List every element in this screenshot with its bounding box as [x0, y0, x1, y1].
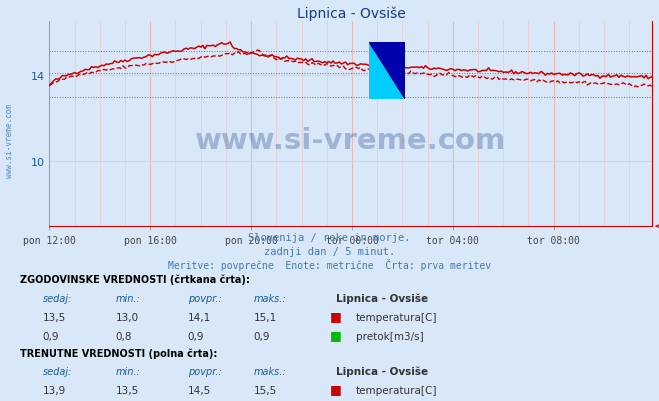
- Text: 0,9: 0,9: [254, 331, 270, 341]
- Text: zadnji dan / 5 minut.: zadnji dan / 5 minut.: [264, 247, 395, 257]
- Text: ■: ■: [330, 309, 341, 322]
- Text: sedaj:: sedaj:: [43, 367, 72, 377]
- Text: 15,1: 15,1: [254, 312, 277, 322]
- Text: 13,5: 13,5: [115, 385, 138, 395]
- Text: min.:: min.:: [115, 294, 140, 304]
- Text: TRENUTNE VREDNOSTI (polna črta):: TRENUTNE VREDNOSTI (polna črta):: [20, 347, 217, 358]
- Text: 14,5: 14,5: [188, 385, 211, 395]
- Text: maks.:: maks.:: [254, 294, 287, 304]
- Text: 14,1: 14,1: [188, 312, 211, 322]
- Text: 13,5: 13,5: [43, 312, 66, 322]
- Text: Meritve: povprečne  Enote: metrične  Črta: prva meritev: Meritve: povprečne Enote: metrične Črta:…: [168, 259, 491, 271]
- Polygon shape: [369, 43, 405, 100]
- Text: 13,9: 13,9: [43, 385, 66, 395]
- Text: povpr.:: povpr.:: [188, 294, 221, 304]
- Text: Lipnica - Ovsiše: Lipnica - Ovsiše: [336, 293, 428, 304]
- Text: 0,9: 0,9: [188, 331, 204, 341]
- Text: pretok[m3/s]: pretok[m3/s]: [356, 331, 424, 341]
- Text: maks.:: maks.:: [254, 367, 287, 377]
- Text: 15,5: 15,5: [254, 385, 277, 395]
- Text: www.si-vreme.com: www.si-vreme.com: [5, 103, 14, 177]
- Text: povpr.:: povpr.:: [188, 367, 221, 377]
- Text: ZGODOVINSKE VREDNOSTI (črtkana črta):: ZGODOVINSKE VREDNOSTI (črtkana črta):: [20, 274, 250, 285]
- Text: ■: ■: [330, 328, 341, 341]
- Text: Slovenija / reke in morje.: Slovenija / reke in morje.: [248, 233, 411, 243]
- Text: temperatura[C]: temperatura[C]: [356, 312, 438, 322]
- Text: min.:: min.:: [115, 367, 140, 377]
- Text: 0,8: 0,8: [115, 331, 132, 341]
- Title: Lipnica - Ovsiše: Lipnica - Ovsiše: [297, 6, 405, 21]
- Text: sedaj:: sedaj:: [43, 294, 72, 304]
- Text: ■: ■: [330, 382, 341, 395]
- Text: Lipnica - Ovsiše: Lipnica - Ovsiše: [336, 366, 428, 377]
- Text: 13,0: 13,0: [115, 312, 138, 322]
- Text: www.si-vreme.com: www.si-vreme.com: [195, 127, 507, 155]
- Text: 0,9: 0,9: [43, 331, 59, 341]
- Text: temperatura[C]: temperatura[C]: [356, 385, 438, 395]
- Polygon shape: [369, 43, 405, 100]
